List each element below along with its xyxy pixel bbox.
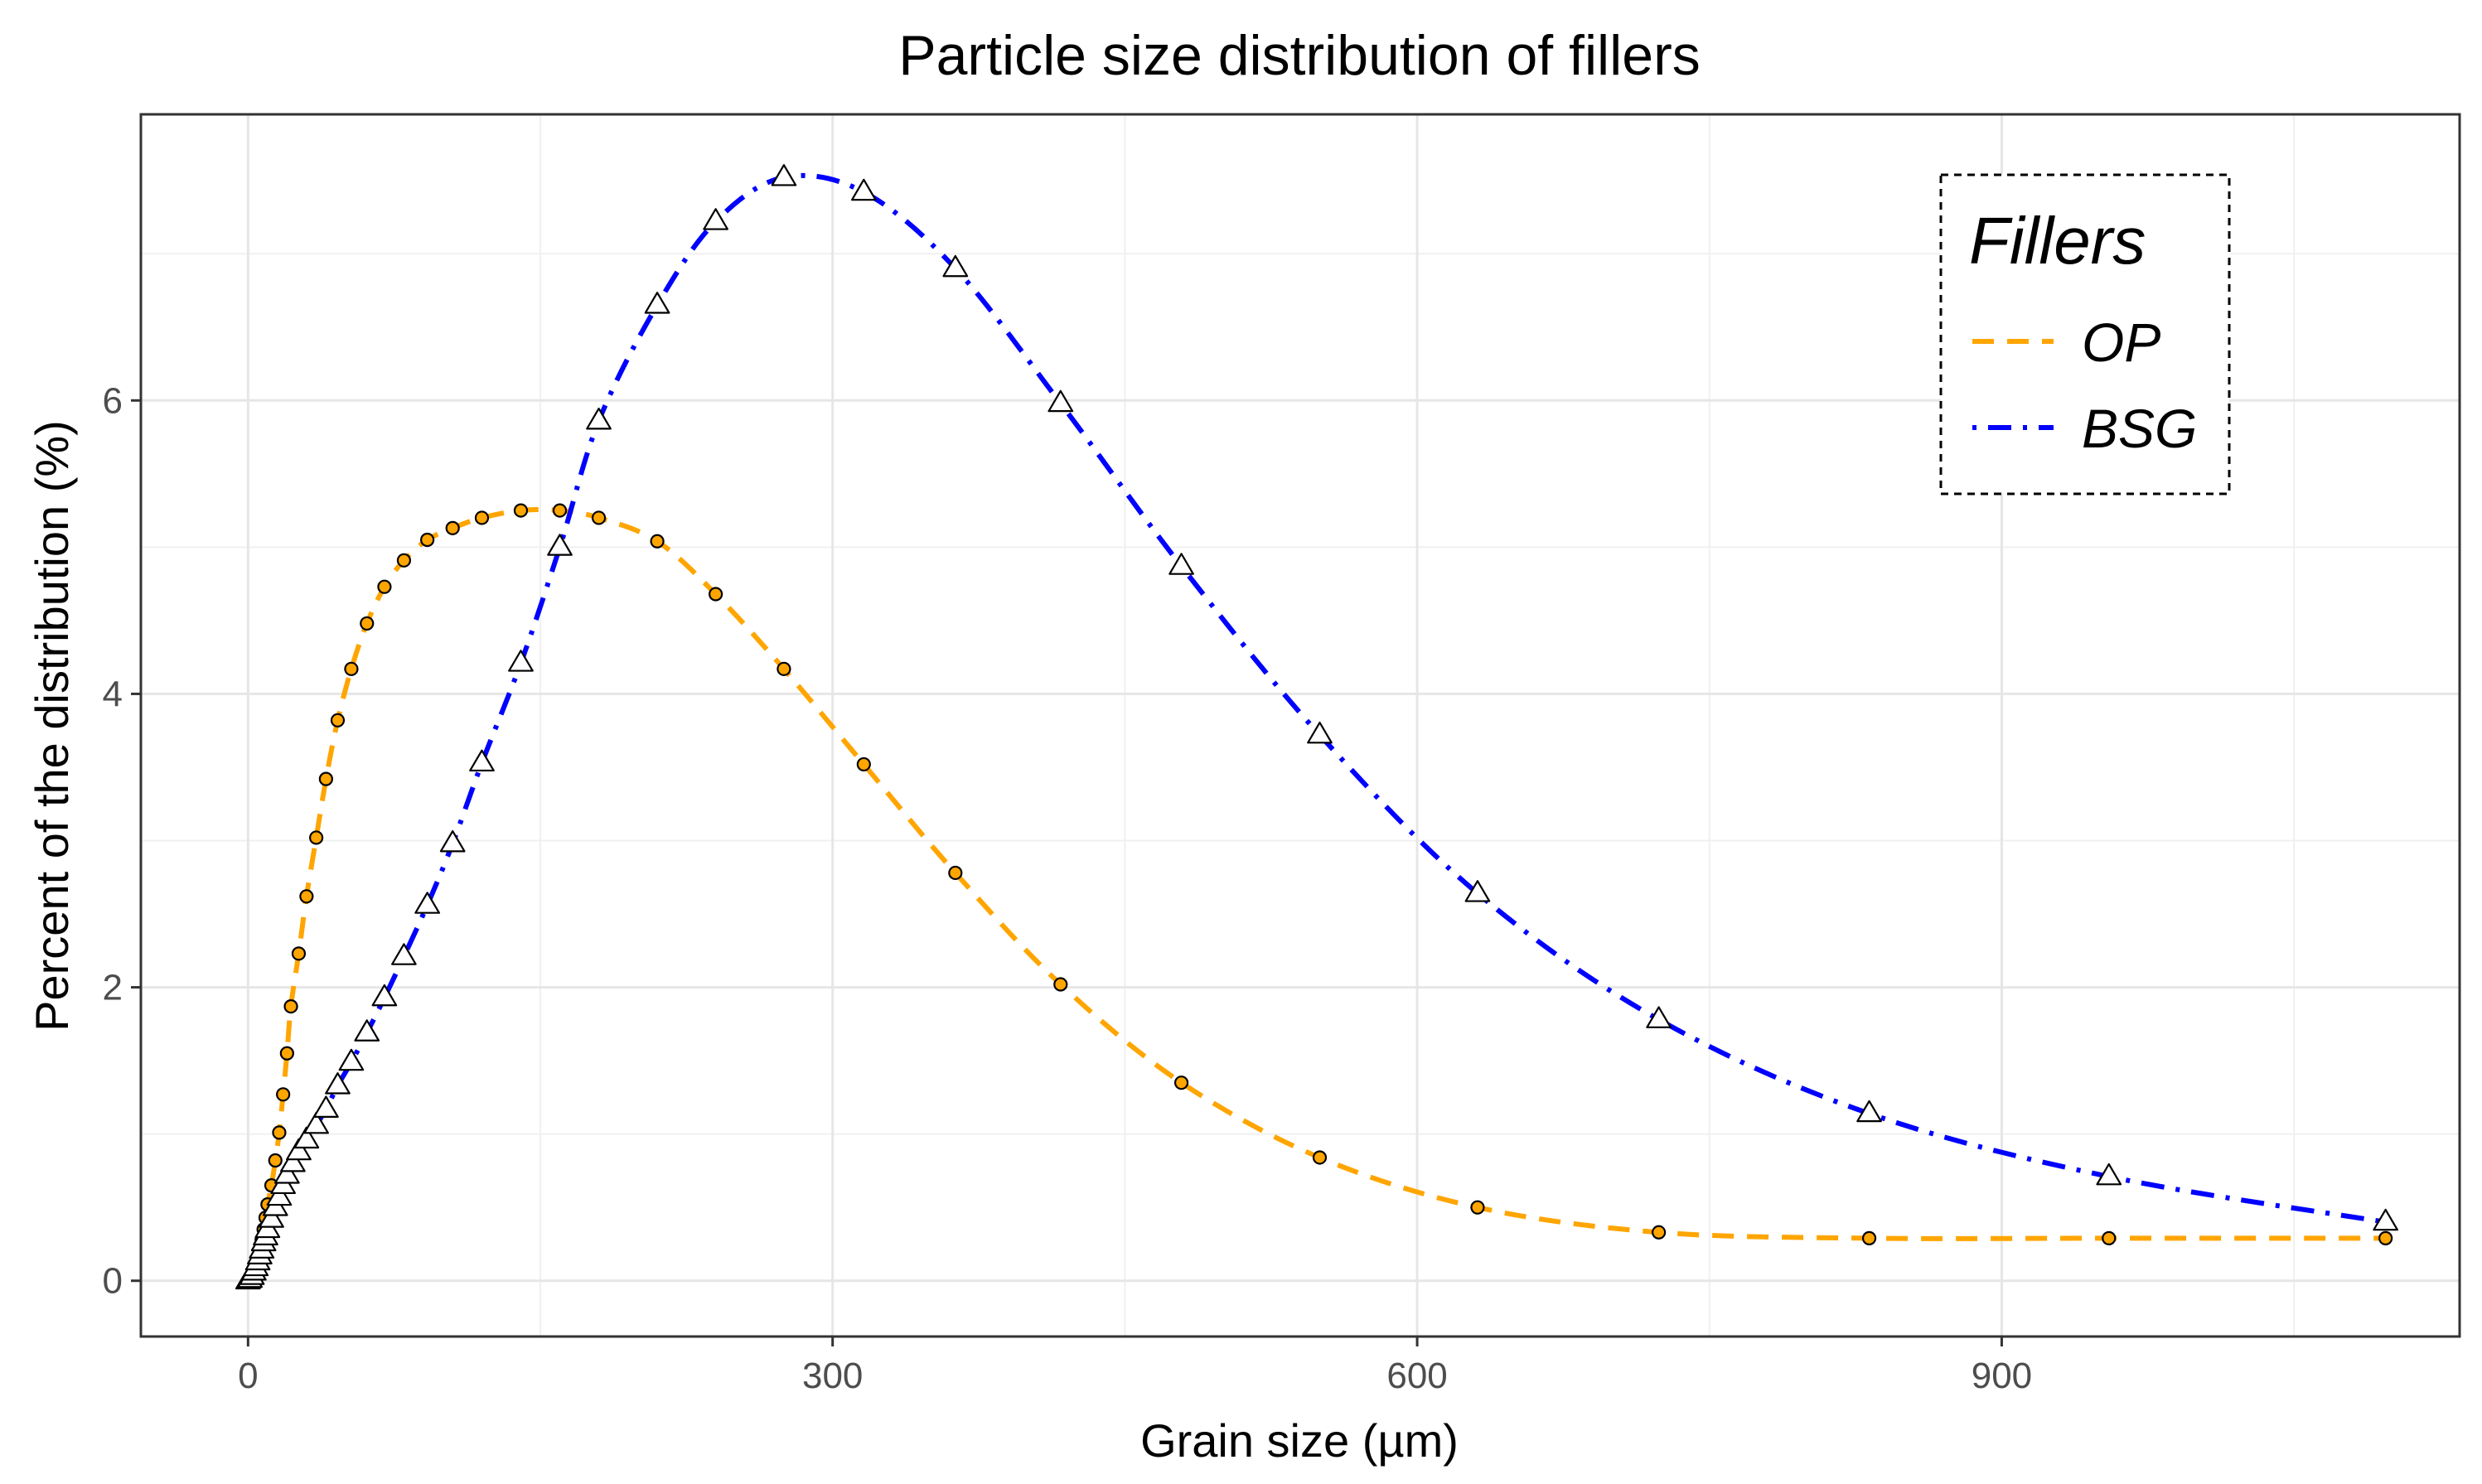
data-point-bsg — [1856, 1100, 1882, 1123]
data-point-op — [344, 661, 359, 676]
data-point-bsg — [303, 1111, 329, 1134]
data-point-bsg — [586, 407, 612, 430]
data-point-op — [2378, 1230, 2393, 1245]
data-point-bsg — [2096, 1163, 2122, 1186]
y-tick-label: 4 — [103, 674, 123, 714]
series-line-bsg — [246, 172, 2387, 1283]
data-point-op — [279, 1046, 294, 1061]
plot-panel-border — [139, 113, 2461, 1338]
series-layer — [235, 164, 2399, 1290]
data-point-op — [1470, 1200, 1485, 1215]
chart-title: Particle size distribution of fillers — [898, 24, 1700, 87]
data-point-bsg — [1646, 1006, 1672, 1028]
data-point-op — [360, 616, 375, 631]
data-point-bsg — [338, 1048, 365, 1071]
data-point-op — [291, 946, 307, 961]
data-point-op — [856, 757, 871, 772]
data-point-op — [2102, 1230, 2117, 1245]
data-point-bsg — [850, 178, 877, 201]
data-point-bsg — [1047, 389, 1074, 413]
x-tick-label: 0 — [238, 1356, 258, 1396]
data-point-op — [1312, 1150, 1328, 1165]
legend-box — [1939, 173, 2231, 495]
legend-title: Fillers — [1969, 204, 2146, 278]
data-point-op — [377, 579, 392, 594]
data-point-op — [948, 865, 963, 881]
data-point-op — [268, 1153, 283, 1168]
x-tick-label: 900 — [1972, 1356, 2032, 1396]
data-point-bsg — [1464, 880, 1491, 902]
axis-layer: 0 300 600 900 0 2 4 6 — [103, 380, 2033, 1396]
data-point-op — [445, 520, 460, 535]
data-point-bsg — [547, 534, 573, 556]
legend-label-bsg: BSG — [2082, 398, 2197, 459]
data-point-bsg — [644, 292, 670, 314]
data-point-bsg — [469, 749, 495, 772]
data-point-bsg — [2373, 1208, 2399, 1231]
series-bsg — [235, 164, 2399, 1290]
data-point-bsg — [273, 1162, 300, 1184]
data-point-bsg — [439, 829, 466, 853]
x-tick-label: 600 — [1386, 1356, 1447, 1396]
legend-item-bsg: BSG — [1972, 398, 2197, 459]
legend-item-op: OP — [1972, 312, 2160, 373]
data-point-op — [396, 553, 412, 568]
data-point-op — [272, 1125, 287, 1140]
data-point-bsg — [293, 1126, 320, 1149]
data-point-op — [420, 532, 435, 548]
y-axis-title: Percent of the distribution (%) — [26, 420, 78, 1032]
data-point-bsg — [371, 984, 398, 1007]
data-point-op — [777, 661, 791, 676]
data-point-op — [1173, 1076, 1189, 1090]
data-point-op — [591, 510, 607, 525]
data-point-bsg — [280, 1149, 306, 1172]
y-tick-label: 2 — [103, 968, 123, 1008]
data-point-op — [330, 713, 346, 727]
data-point-bsg — [391, 943, 417, 965]
series-line-op — [246, 506, 2386, 1283]
data-point-bsg — [1307, 721, 1333, 744]
data-point-op — [1861, 1230, 1877, 1245]
data-point-bsg — [286, 1138, 312, 1161]
data-point-op — [318, 771, 333, 786]
data-point-op — [283, 998, 298, 1014]
x-tick-label: 300 — [802, 1356, 863, 1396]
data-point-op — [1053, 977, 1068, 992]
data-point-bsg — [703, 208, 728, 230]
data-point-bsg — [1168, 553, 1194, 575]
data-point-bsg — [354, 1019, 380, 1042]
data-point-bsg — [508, 650, 534, 672]
y-tick-label: 0 — [103, 1261, 123, 1302]
legend-items: OP BSG — [1972, 312, 2197, 459]
data-point-op — [552, 503, 568, 518]
legend-label-op: OP — [2082, 312, 2160, 373]
data-point-bsg — [259, 1206, 284, 1228]
data-point-op — [1652, 1225, 1667, 1240]
data-point-op — [309, 830, 324, 845]
data-point-op — [276, 1087, 291, 1102]
data-point-op — [474, 510, 490, 525]
data-point-bsg — [325, 1072, 351, 1095]
data-point-op — [650, 534, 665, 549]
y-tick-label: 6 — [103, 380, 123, 421]
data-point-bsg — [771, 164, 797, 186]
data-point-op — [513, 503, 529, 518]
data-point-op — [299, 889, 314, 904]
data-point-op — [709, 587, 723, 602]
data-point-bsg — [266, 1183, 293, 1206]
data-point-bsg — [942, 254, 969, 278]
legend: Fillers OP BSG — [1939, 173, 2231, 495]
data-point-bsg — [313, 1095, 339, 1118]
data-point-bsg — [414, 892, 440, 914]
x-axis-title: Grain size (µm) — [1140, 1414, 1459, 1467]
